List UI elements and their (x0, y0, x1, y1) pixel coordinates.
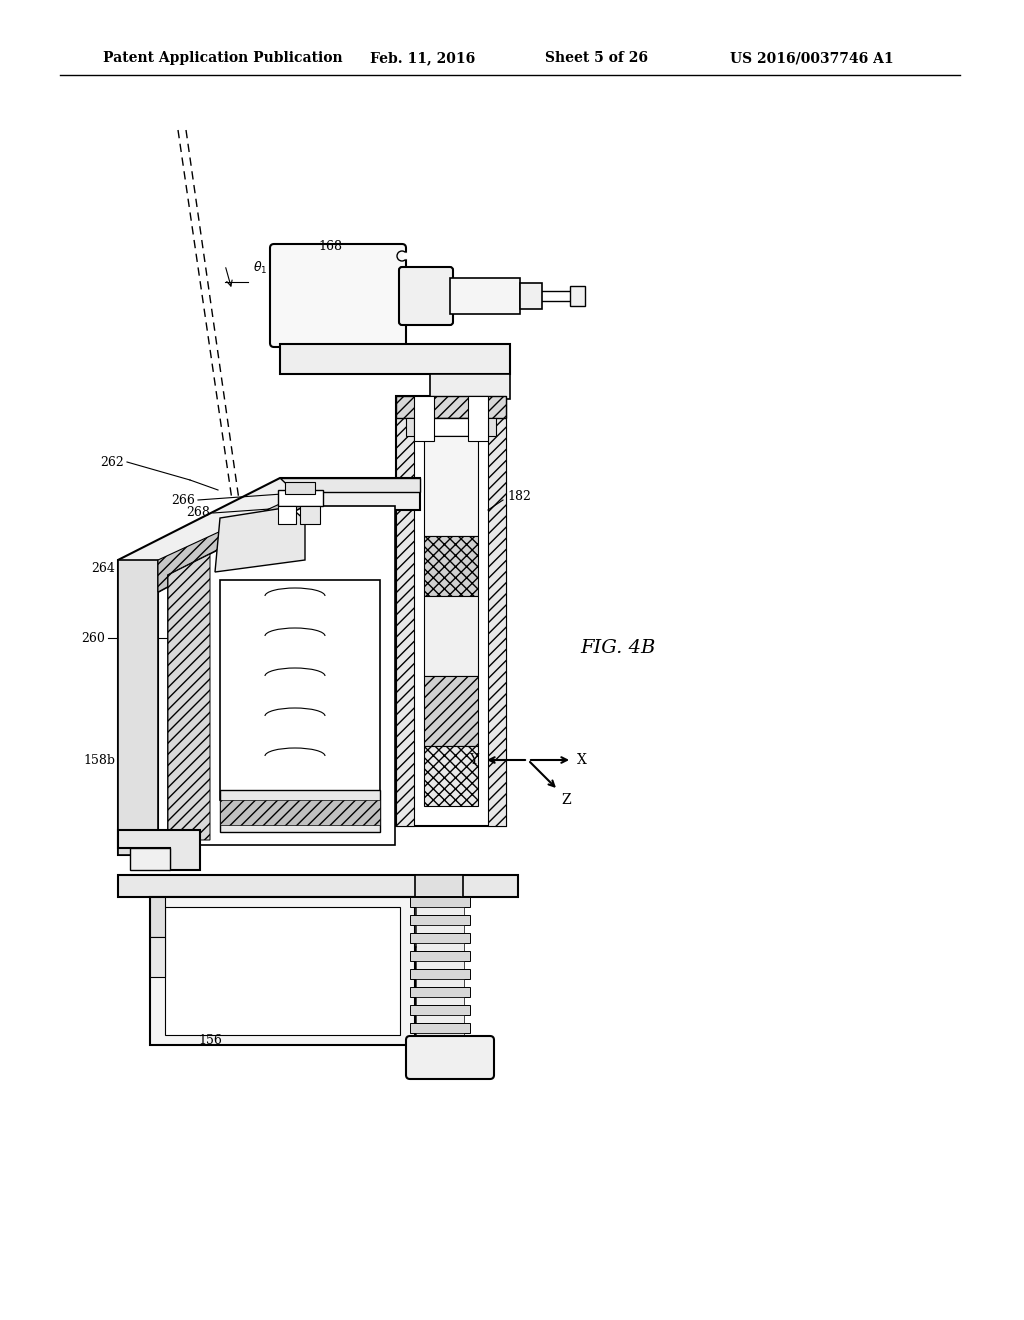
Bar (410, 987, 470, 997)
Bar (468, 396, 488, 441)
Bar (220, 789, 380, 832)
Bar (150, 898, 415, 1045)
Polygon shape (215, 507, 305, 572)
Bar (424, 536, 478, 597)
Bar (416, 1034, 464, 1041)
Bar (416, 961, 464, 969)
Bar (416, 979, 464, 987)
Bar (410, 1005, 470, 1015)
Bar (396, 396, 506, 418)
Polygon shape (280, 478, 420, 492)
Bar (488, 396, 506, 826)
Bar (285, 482, 315, 494)
Text: US 2016/0037746 A1: US 2016/0037746 A1 (730, 51, 894, 65)
Bar (396, 396, 414, 826)
Text: 266: 266 (171, 494, 195, 507)
Polygon shape (118, 478, 420, 855)
Bar (220, 800, 380, 825)
Bar (450, 279, 520, 314)
Bar (424, 676, 478, 746)
Bar (415, 875, 463, 898)
Bar (430, 374, 510, 399)
Bar (396, 396, 506, 826)
Bar (416, 942, 464, 950)
Bar (415, 898, 460, 946)
Bar (424, 597, 478, 676)
Bar (278, 490, 323, 506)
Bar (118, 875, 518, 898)
Text: Feb. 11, 2016: Feb. 11, 2016 (370, 51, 475, 65)
Polygon shape (168, 506, 395, 845)
Polygon shape (158, 490, 310, 591)
Text: 168: 168 (318, 239, 342, 252)
Bar (570, 286, 585, 306)
Bar (220, 579, 380, 800)
Bar (416, 1015, 464, 1023)
Text: Patent Application Publication: Patent Application Publication (103, 51, 343, 65)
Text: 262: 262 (100, 455, 124, 469)
FancyBboxPatch shape (399, 267, 453, 325)
Text: Sheet 5 of 26: Sheet 5 of 26 (545, 51, 648, 65)
Bar (414, 418, 488, 436)
Bar (424, 746, 478, 807)
Text: Y: Y (469, 752, 478, 767)
Text: $\theta_1$: $\theta_1$ (253, 260, 267, 276)
Circle shape (403, 253, 409, 259)
Bar (150, 937, 165, 977)
Bar (300, 506, 319, 524)
Bar (165, 907, 400, 1035)
Bar (410, 969, 470, 979)
Bar (150, 898, 165, 937)
Bar (416, 907, 464, 915)
Text: 158b: 158b (83, 754, 115, 767)
Bar (280, 345, 510, 374)
Bar (410, 915, 470, 925)
Bar (130, 847, 170, 870)
Text: 182: 182 (507, 491, 530, 503)
Bar (410, 1023, 470, 1034)
Text: 264: 264 (91, 561, 115, 574)
Bar (410, 898, 470, 907)
Bar (414, 396, 434, 441)
FancyBboxPatch shape (270, 244, 406, 347)
Text: 268: 268 (186, 507, 210, 520)
Text: X: X (578, 752, 587, 767)
Bar (410, 950, 470, 961)
Bar (440, 399, 500, 417)
Text: Z: Z (561, 793, 570, 807)
Bar (410, 933, 470, 942)
Polygon shape (118, 560, 158, 855)
Bar (416, 997, 464, 1005)
Bar (520, 282, 542, 309)
Text: FIG. 4B: FIG. 4B (580, 639, 655, 657)
Text: 260: 260 (81, 631, 105, 644)
Bar (424, 436, 478, 536)
Bar (416, 925, 464, 933)
Bar (278, 506, 296, 524)
Polygon shape (168, 554, 210, 840)
Bar (406, 418, 414, 436)
FancyBboxPatch shape (406, 1036, 494, 1078)
Bar (488, 418, 496, 436)
Polygon shape (118, 830, 200, 870)
Text: 156: 156 (198, 1034, 222, 1047)
